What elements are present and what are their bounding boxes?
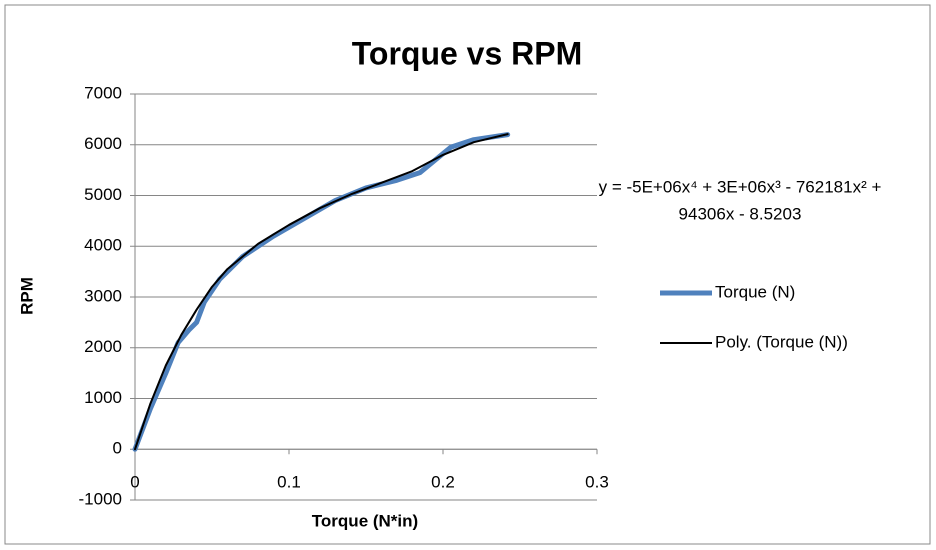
y-tick-label: 7000 <box>84 83 122 102</box>
x-tick-label: 0.3 <box>585 472 609 491</box>
series-line <box>134 133 509 451</box>
x-tick-label: 0.2 <box>431 472 455 491</box>
y-tick-label: 4000 <box>84 236 122 255</box>
y-tick-label: 0 <box>113 439 122 458</box>
legend-label: Torque (N) <box>715 282 795 301</box>
x-tick-label: 0.1 <box>277 472 301 491</box>
trendline-equation: y = -5E+06x⁴ + 3E+06x³ - 762181x² + <box>599 177 882 196</box>
y-tick-label: 1000 <box>84 388 122 407</box>
y-tick-label: 5000 <box>84 185 122 204</box>
y-axis-title: RPM <box>17 277 36 315</box>
y-tick-label: -1000 <box>79 489 122 508</box>
chart-title: Torque vs RPM <box>352 35 583 71</box>
y-tick-label: 3000 <box>84 286 122 305</box>
y-tick-label: 6000 <box>84 134 122 153</box>
y-tick-label: 2000 <box>84 337 122 356</box>
legend-label: Poly. (Torque (N)) <box>715 332 848 351</box>
chart-border <box>4 4 931 545</box>
x-axis-title: Torque (N*in) <box>312 511 418 530</box>
x-tick-label: 0 <box>130 472 139 491</box>
trendline-equation: 94306x - 8.5203 <box>679 204 802 223</box>
